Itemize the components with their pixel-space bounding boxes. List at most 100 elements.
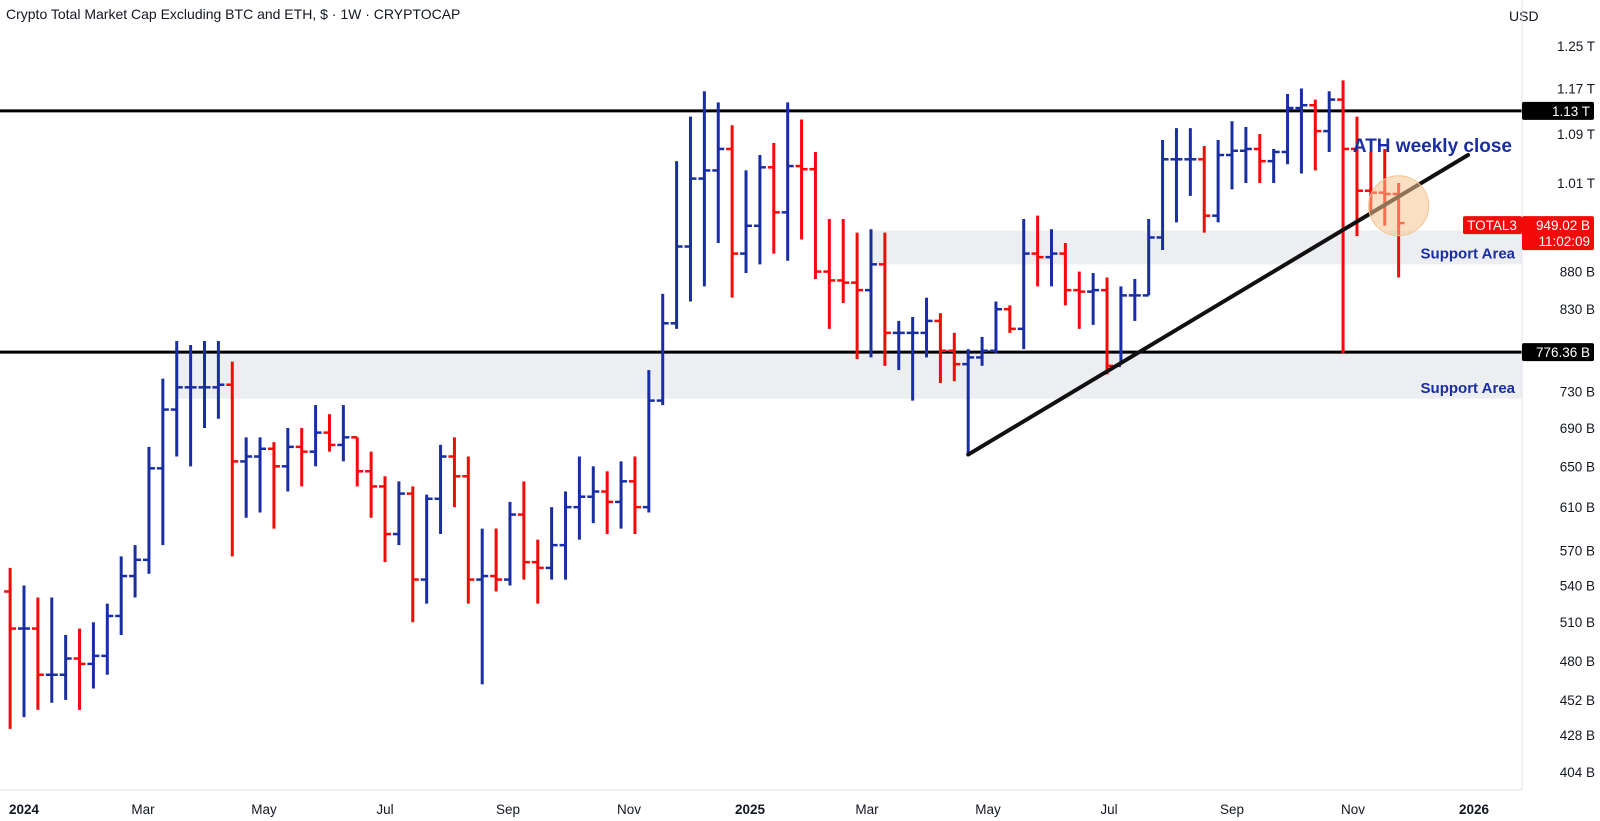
y-tick-label: 830 B <box>1560 302 1595 317</box>
y-tick-label: 690 B <box>1560 421 1595 436</box>
ohlc-bar <box>434 444 447 535</box>
ohlc-bar <box>1059 243 1072 306</box>
x-tick-label: 2024 <box>9 802 40 817</box>
ohlc-bar <box>851 232 864 360</box>
support-zones <box>176 230 1523 399</box>
ohlc-bar <box>587 466 600 524</box>
ohlc-bar <box>1198 145 1211 233</box>
ohlc-bar <box>601 471 614 535</box>
ohlc-bar <box>976 336 989 366</box>
y-tick-label: 540 B <box>1560 578 1595 593</box>
support-zone-1 <box>870 230 1522 265</box>
ohlc-bar <box>1031 215 1044 287</box>
ohlc-bar <box>309 405 322 467</box>
ohlc-bar <box>1184 128 1197 196</box>
x-tick-label: Sep <box>496 802 520 817</box>
level-tag-label-1: 1.13 T <box>1552 104 1590 119</box>
support-zone-2 <box>176 352 1523 399</box>
support-area-label-2: Support Area <box>1421 380 1516 397</box>
ohlc-bar <box>45 597 58 703</box>
ohlc-bar <box>1267 148 1280 184</box>
ohlc-bar <box>740 170 753 274</box>
ohlc-bar <box>1142 219 1155 297</box>
ohlc-bar <box>948 332 961 382</box>
price-tags: 1.13 T 776.36 B TOTAL3 949.02 B11:02:09 <box>1463 101 1594 362</box>
ohlc-bar <box>767 142 780 254</box>
ohlc-bar <box>18 585 30 718</box>
ohlc-bar <box>101 603 114 675</box>
ath-weekly-close-label: ATH weekly close <box>1353 136 1512 157</box>
ohlc-bar <box>559 491 572 580</box>
ohlc-bar <box>240 437 253 518</box>
ohlc-bar <box>1212 139 1225 223</box>
ohlc-bar <box>656 293 669 406</box>
ohlc-bar <box>1101 277 1114 375</box>
ohlc-bar <box>337 405 350 462</box>
x-tick-label: Sep <box>1220 802 1244 817</box>
bar-countdown-label: 11:02:09 <box>1538 234 1590 249</box>
ohlc-bar <box>87 622 100 689</box>
ohlc-bar <box>490 528 503 592</box>
level-tag-bg-2 <box>1522 343 1594 362</box>
support-area-label-1: Support Area <box>1421 245 1516 262</box>
ohlc-bars <box>4 80 1405 729</box>
ohlc-bar <box>115 556 128 635</box>
ohlc-bar <box>1350 116 1363 237</box>
y-tick-label: 1.09 T <box>1557 127 1595 142</box>
ohlc-bar <box>989 301 1002 354</box>
ohlc-bar <box>1073 271 1086 329</box>
ohlc-bar <box>962 349 975 455</box>
ohlc-bar <box>184 345 197 467</box>
time-axis[interactable]: 2024 Mar May Jul Sep Nov 2025 Mar May Jul Sep Nov 20… <box>9 802 1490 817</box>
ohlc-bar <box>392 481 405 546</box>
ohlc-bar <box>670 161 683 329</box>
ohlc-bar <box>628 456 641 535</box>
y-tick-label: 452 B <box>1560 693 1595 708</box>
ohlc-bar <box>795 119 808 240</box>
x-tick-label: Jul <box>1100 802 1117 817</box>
ohlc-bar <box>712 102 725 244</box>
ohlc-bar <box>59 634 72 700</box>
ohlc-bar <box>864 229 877 358</box>
horizontal-levels[interactable] <box>0 109 1522 354</box>
ohlc-bar <box>267 442 280 529</box>
ohlc-bar <box>615 461 628 529</box>
ohlc-bar <box>753 155 766 265</box>
symbol-tag-label: TOTAL3 <box>1467 218 1517 233</box>
ohlc-bar <box>156 378 169 546</box>
y-tick-label: 1.01 T <box>1557 176 1595 191</box>
level-tag-label-2: 776.36 B <box>1536 345 1590 360</box>
ohlc-bar <box>878 232 891 366</box>
symbol-tag-bg <box>1463 216 1522 235</box>
ohlc-bar <box>517 481 530 580</box>
ohlc-bar <box>934 313 947 383</box>
ohlc-bar <box>4 567 17 729</box>
ohlc-bar <box>531 539 544 604</box>
ohlc-bar <box>726 125 739 298</box>
ohlc-bar <box>684 116 697 302</box>
y-tick-label: 730 B <box>1560 385 1595 400</box>
y-tick-label: 570 B <box>1560 544 1595 559</box>
ohlc-bar <box>573 456 586 540</box>
ohlc-bar <box>698 91 711 287</box>
ohlc-bar <box>295 427 308 487</box>
level-tag-bg-1 <box>1522 101 1594 120</box>
ohlc-bar <box>198 340 211 428</box>
ohlc-bar <box>892 320 905 371</box>
ohlc-bar <box>503 501 516 586</box>
x-tick-label: Jul <box>376 802 393 817</box>
price-axis[interactable]: 1.25 T 1.17 T 1.09 T 1.01 T 880 B 830 B 730 B 6… <box>1557 39 1595 780</box>
ohlc-bar <box>1323 91 1336 152</box>
ohlc-bar <box>73 628 86 710</box>
ohlc-bar <box>642 370 655 513</box>
ohlc-bar <box>1128 278 1141 321</box>
y-tick-label: 1.17 T <box>1557 82 1595 97</box>
currency-selector[interactable]: USD <box>1509 8 1539 24</box>
ohlc-bar <box>281 427 294 492</box>
ohlc-bar <box>781 102 794 261</box>
ohlc-bar <box>129 545 142 598</box>
y-tick-label: 610 B <box>1560 500 1595 515</box>
ohlc-bar <box>170 340 183 457</box>
ohlc-bar <box>31 597 44 710</box>
